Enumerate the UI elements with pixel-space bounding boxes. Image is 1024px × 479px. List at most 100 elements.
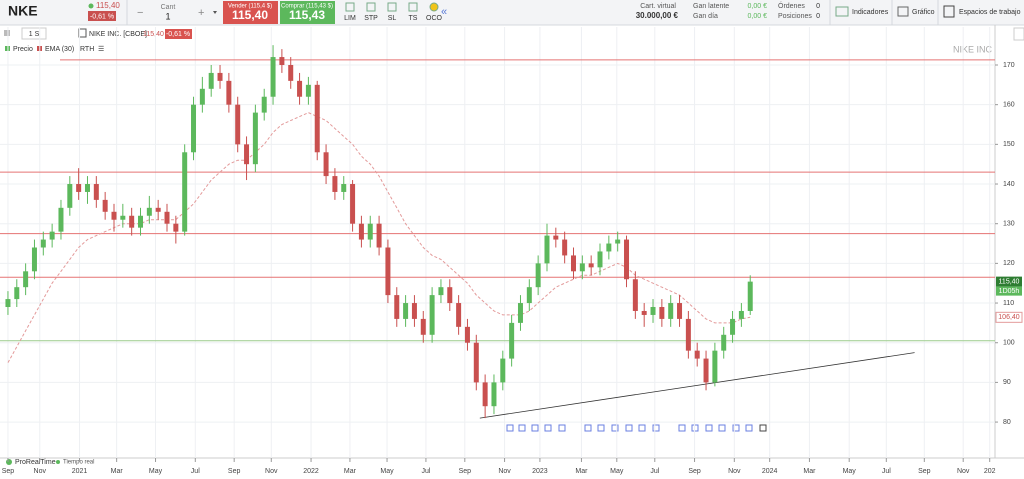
trendline	[479, 352, 915, 419]
candle-body	[252, 112, 258, 165]
candle-body	[164, 211, 170, 224]
candle-body	[429, 295, 435, 335]
x-tick-label: 2023	[532, 468, 548, 475]
status-dot	[88, 3, 94, 9]
toolbar-change-box	[165, 29, 192, 39]
toolbar-change: -0,61 %	[166, 31, 190, 38]
candle-body	[517, 303, 523, 323]
candle-body	[235, 104, 241, 145]
instrument: NIKE INC. [CBOE]	[89, 31, 147, 38]
sell-price: 115,40	[232, 8, 268, 22]
qty[interactable]: 1	[165, 11, 170, 21]
instrument-icon	[78, 28, 87, 38]
candle-body	[535, 263, 541, 288]
price-tag	[996, 276, 1022, 287]
legend-label[interactable]: RTH	[80, 46, 94, 53]
candle-body	[544, 235, 550, 264]
buy-button[interactable]	[280, 1, 335, 24]
sell-button[interactable]	[223, 1, 278, 24]
candle-body	[606, 243, 612, 252]
x-tick-label: Sep	[459, 468, 472, 475]
legend-label[interactable]: Precio	[13, 46, 33, 53]
candle-body	[93, 184, 99, 200]
x-tick-label: Mar	[111, 468, 124, 475]
order-type[interactable]: SL	[388, 15, 397, 22]
sell-label: Vender (115,4 $)	[228, 4, 272, 10]
candle-body	[58, 207, 64, 232]
y-tick-label: 160	[1003, 102, 1015, 109]
ema-tag	[995, 311, 1023, 323]
ticker[interactable]: NKE	[8, 3, 38, 19]
candle-body	[305, 84, 311, 97]
candle-body	[632, 279, 638, 311]
candle-body	[261, 96, 267, 113]
candle-body	[703, 358, 709, 383]
order-icon	[408, 2, 418, 12]
y-tick-label: 170	[1003, 62, 1015, 69]
candle-body	[615, 239, 621, 244]
candle-body	[668, 303, 674, 319]
order-type[interactable]: OCO	[426, 15, 443, 22]
x-tick-label: May	[843, 468, 857, 475]
y-tick-label: 100	[1003, 340, 1015, 347]
candle-body	[208, 72, 214, 89]
candle-body	[376, 223, 382, 248]
positions-label: Posiciones	[778, 13, 812, 20]
indicators[interactable]: Indicadores	[852, 9, 889, 16]
candle-body	[155, 207, 161, 212]
header-bar	[0, 0, 1024, 25]
candle-body	[350, 184, 356, 224]
qty-minus[interactable]: −	[137, 7, 143, 19]
candle-body	[482, 382, 488, 407]
x-tick-label: Nov	[728, 468, 741, 475]
chart-menu[interactable]: Gráfico	[912, 9, 935, 16]
legend-menu[interactable]: ☰	[98, 46, 104, 53]
collapse[interactable]: «	[441, 6, 447, 18]
x-tick-label: Jul	[191, 468, 200, 475]
price-tag-label: 115,40	[999, 278, 1020, 285]
candle-body	[473, 342, 479, 383]
candle-body	[84, 184, 90, 192]
x-tick-label: Nov	[957, 468, 970, 475]
order-type[interactable]: TS	[409, 15, 418, 22]
tools-button[interactable]	[1013, 27, 1024, 41]
dropdown[interactable]	[213, 11, 217, 14]
day-label: Gan día	[693, 13, 718, 20]
candle-body	[394, 295, 400, 319]
candle-body	[138, 215, 144, 228]
period: 1 S	[29, 31, 40, 38]
candle-body	[553, 235, 559, 240]
candle-body	[31, 247, 37, 272]
virtual-label: Cart. virtual	[640, 3, 676, 10]
countdown-tag	[996, 286, 1022, 296]
price: 115,40	[96, 1, 120, 10]
x-tick-label: Mar	[803, 468, 816, 475]
candle-body	[341, 184, 347, 192]
legend-label[interactable]: EMA (30)	[45, 46, 74, 53]
order-type[interactable]: LIM	[344, 15, 356, 22]
order-type[interactable]: STP	[364, 15, 378, 22]
x-tick-label: Jul	[882, 468, 891, 475]
candle-body	[685, 318, 691, 351]
candle-body	[102, 199, 108, 212]
candle-body	[111, 211, 117, 220]
candle-body	[358, 223, 364, 240]
candle-body	[677, 303, 683, 319]
feed-dot	[56, 460, 60, 464]
y-tick-label: 110	[1003, 300, 1014, 307]
candle-body	[40, 239, 46, 248]
x-tick-label: Nov	[34, 468, 47, 475]
toolbar-price: 115,40	[143, 31, 164, 38]
qty-plus[interactable]: +	[198, 7, 204, 19]
candle-body	[411, 303, 417, 319]
workspaces[interactable]: Espacios de trabajo	[959, 9, 1021, 16]
candle-body	[624, 239, 630, 280]
candle-body	[270, 57, 276, 97]
x-tick-label: Sep	[2, 468, 15, 475]
x-tick-label: 2024	[762, 468, 778, 475]
candle-body	[456, 303, 462, 327]
candle-body	[500, 358, 506, 383]
period-box[interactable]	[21, 27, 47, 40]
y-tick-label: 80	[1003, 419, 1011, 426]
